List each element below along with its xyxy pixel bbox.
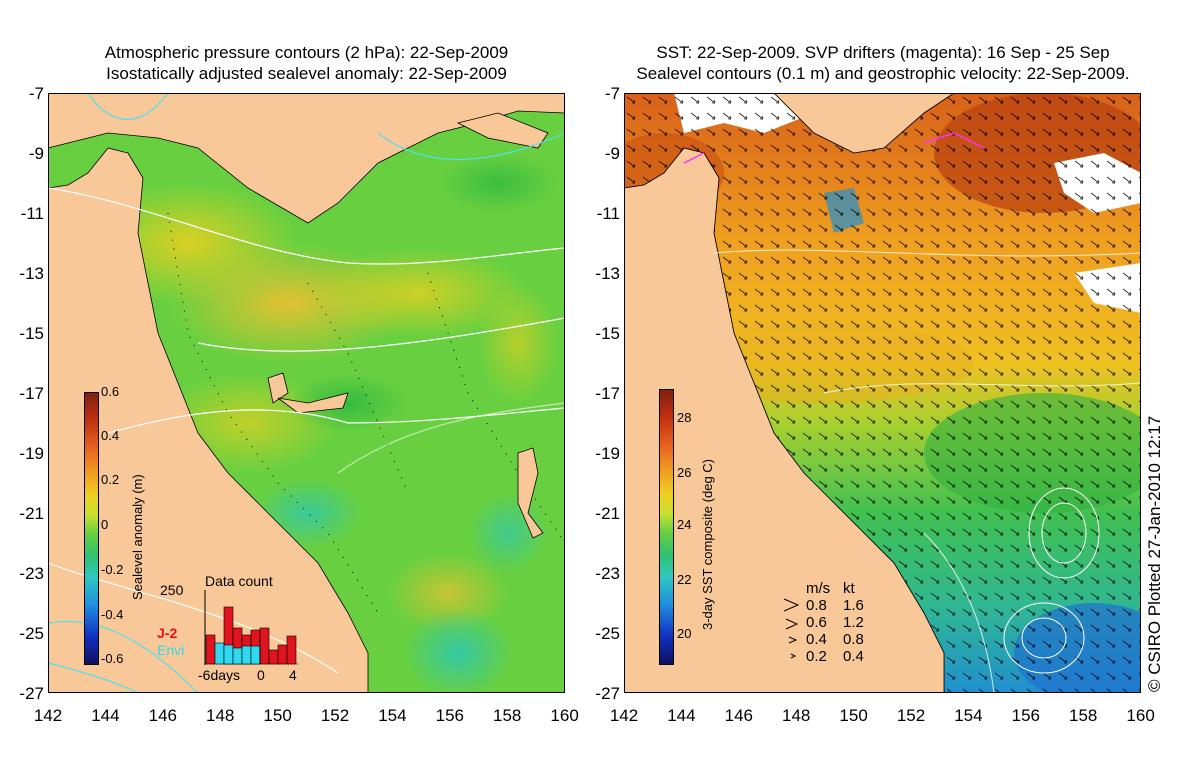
velocity-key-ms: 0.8 (806, 597, 827, 614)
envi-bar (241, 645, 252, 665)
right-title-line2: Sealevel contours (0.1 m) and geostrophi… (636, 64, 1130, 83)
j2-bar (268, 649, 279, 665)
lon-tick-label: 152 (320, 706, 350, 725)
png-landmass (48, 93, 565, 224)
j2-bar (205, 634, 216, 665)
velocity-key-kt: 1.2 (843, 614, 864, 631)
left-title-line2: Isostatically adjusted sealevel anomaly:… (106, 64, 507, 83)
velocity-key-kt: 0.8 (843, 631, 864, 648)
lat-tick-label: -15 (595, 324, 620, 343)
lon-tick-label: 144 (667, 706, 696, 725)
lat-tick-label: -13 (595, 264, 620, 283)
envi-bar (223, 644, 234, 665)
left-colorbar (84, 392, 99, 665)
right-colorbar-tick: 26 (677, 465, 692, 480)
j2-bar (259, 627, 270, 665)
left-colorbar-tick: -0.4 (101, 607, 124, 622)
lat-tick-label: -23 (19, 564, 44, 583)
lon-tick-label: 146 (148, 706, 177, 725)
left-map-sealevel (48, 93, 565, 693)
right-map-sst (624, 93, 1141, 693)
lon-tick-label: 142 (33, 706, 63, 725)
lat-tick-label: -7 (28, 84, 44, 103)
data-count-x-label: 0 (257, 667, 265, 683)
lat-tick-label: -7 (604, 84, 620, 103)
envi-bar (232, 647, 243, 665)
velocity-key-arrows (783, 598, 800, 659)
lat-tick-label: -17 (595, 384, 620, 403)
lon-tick-label: 158 (493, 706, 522, 725)
right-title-line1: SST: 22-Sep-2009. SVP drifters (magenta)… (656, 43, 1110, 62)
lat-tick-label: -25 (595, 624, 620, 643)
lon-tick-label: 144 (91, 706, 120, 725)
velocity-key-ms: 0.6 (806, 614, 827, 631)
lat-tick-label: -25 (19, 624, 44, 643)
velocity-key-ms-header: m/s (806, 580, 831, 597)
lon-tick-label: 148 (206, 706, 235, 725)
data-count-x-label: -6days (198, 667, 241, 683)
left-colorbar-tick: 0.2 (101, 472, 120, 487)
lat-tick-label: -21 (19, 504, 44, 523)
velocity-key-ms: 0.4 (806, 631, 827, 648)
velocity-key-kt: 0.4 (843, 648, 864, 665)
left-title-line1: Atmospheric pressure contours (2 hPa): 2… (104, 43, 509, 62)
velocity-key-kt-header: kt (843, 580, 855, 597)
right-colorbar-label: 3-day SST composite (deg C) (700, 459, 715, 630)
left-colorbar-tick: -0.6 (101, 651, 124, 666)
right-colorbar-tick: 28 (677, 410, 692, 425)
lon-tick-label: 148 (782, 706, 811, 725)
data-count-x-label: 4 (289, 667, 297, 683)
velocity-key-kt: 1.6 (843, 597, 864, 614)
lon-tick-label: 158 (1069, 706, 1098, 725)
right-colorbar-tick: 20 (677, 626, 692, 641)
legend-envi: Envi (157, 642, 185, 658)
j2-bar (277, 644, 288, 665)
left-colorbar-tick: 0.4 (101, 428, 120, 443)
lat-tick-label: -9 (28, 144, 44, 163)
lon-tick-label: 142 (609, 706, 639, 725)
right-colorbar (659, 389, 674, 665)
lat-tick-label: -11 (596, 204, 620, 223)
left-colorbar-label: Sealevel anomaly (m) (130, 474, 145, 600)
lat-tick-label: -17 (19, 384, 44, 403)
lat-tick-label: -15 (19, 324, 44, 343)
copyright: © CSIRO Plotted 27-Jan-2010 12:17 (1145, 415, 1164, 692)
velocity-key-ms: 0.2 (806, 648, 827, 665)
left-colorbar-tick: -0.2 (101, 562, 124, 577)
left-colorbar-tick: 0 (101, 517, 109, 532)
lon-tick-label: 152 (896, 706, 926, 725)
left-colorbar-tick: 0.6 (101, 384, 120, 399)
legend-j2: J-2 (157, 625, 178, 641)
lat-tick-label: -13 (19, 264, 44, 283)
right-colorbar-tick: 24 (677, 517, 692, 532)
lat-tick-label: -9 (604, 144, 620, 163)
lat-tick-label: -19 (19, 444, 44, 463)
lon-tick-label: 150 (839, 706, 868, 725)
lat-tick-label: -21 (595, 504, 620, 523)
lat-tick-label: -27 (595, 684, 620, 703)
lon-tick-label: 160 (550, 706, 579, 725)
j2-bar (286, 635, 297, 665)
data-count-ymax: 250 (160, 582, 184, 598)
lat-tick-label: -27 (19, 684, 44, 703)
lon-tick-label: 160 (1126, 706, 1155, 725)
lat-tick-label: -11 (20, 204, 44, 223)
right-colorbar-tick: 22 (677, 572, 692, 587)
lon-tick-label: 154 (954, 706, 983, 725)
envi-bar (250, 645, 261, 665)
envi-bar (214, 642, 225, 665)
lon-tick-label: 156 (435, 706, 464, 725)
data-count-histogram (204, 590, 299, 665)
lat-tick-label: -19 (595, 444, 620, 463)
lat-tick-label: -23 (595, 564, 620, 583)
lon-tick-label: 146 (724, 706, 753, 725)
lon-tick-label: 156 (1011, 706, 1040, 725)
australia-landmass (48, 147, 369, 693)
lon-tick-label: 150 (263, 706, 292, 725)
lon-tick-label: 154 (378, 706, 407, 725)
data-count-title: Data count (205, 573, 273, 589)
